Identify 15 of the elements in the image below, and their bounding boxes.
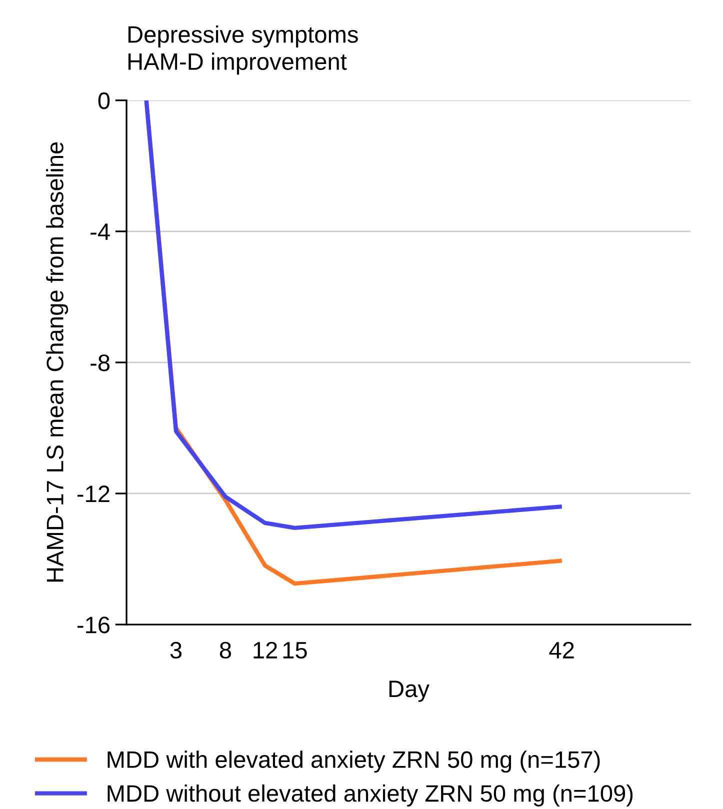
y-tick-label: -12 bbox=[77, 486, 110, 502]
y-tick-label: -4 bbox=[90, 224, 110, 240]
x-tick-label: 42 bbox=[549, 642, 574, 658]
x-tick-label: 8 bbox=[220, 642, 231, 659]
legend-label: MDD without elevated anxiety ZRN 50 mg (n=109) bbox=[108, 784, 633, 806]
y-tick-label: -8 bbox=[90, 354, 110, 372]
x-tick-label: 12 bbox=[254, 642, 277, 658]
legend-label: MDD with elevated anxiety ZRN 50 mg (n=157) bbox=[108, 750, 600, 773]
x-axis-title: Day bbox=[389, 680, 430, 702]
y-tick-label: -16 bbox=[77, 616, 110, 634]
y-axis-title: HAMD-17 LS mean Change from baseline bbox=[46, 142, 68, 582]
x-tick-label: 15 bbox=[283, 642, 307, 659]
x-tick-label: 3 bbox=[170, 642, 182, 659]
chart-title: Depressive symptoms HAM-D improvement bbox=[128, 26, 358, 75]
y-tick-label: 0 bbox=[98, 92, 110, 110]
